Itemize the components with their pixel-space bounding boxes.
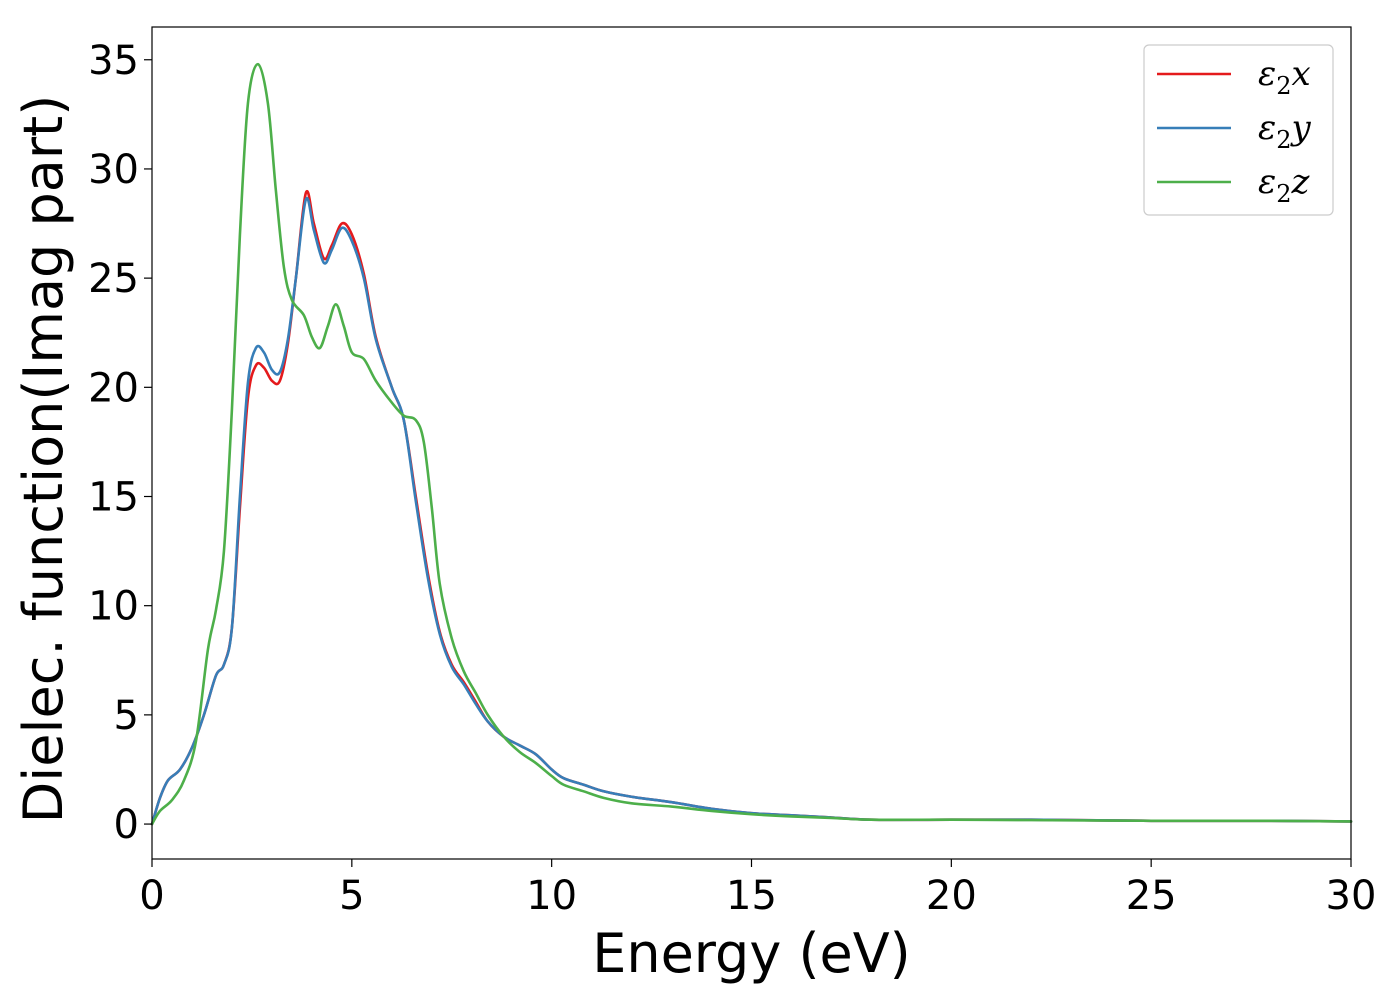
y-tick-label: 25 <box>88 256 139 302</box>
y-tick-label: 15 <box>88 475 139 521</box>
legend-label-x: ε2x <box>1258 54 1311 100</box>
y-tick-label: 20 <box>88 365 139 411</box>
x-axis-title: Energy (eV) <box>592 922 911 985</box>
y-tick-label: 0 <box>114 802 139 848</box>
y-tick-label: 5 <box>114 693 139 739</box>
series-line-x <box>150 189 1353 826</box>
series-line-z <box>150 62 1353 826</box>
y-axis-title: Dielec. function(Imag part) <box>12 95 75 824</box>
y-tick-label: 35 <box>88 38 139 84</box>
legend-label-z: ε2z <box>1258 162 1311 208</box>
x-axis-ticks: 0 5 10 15 20 25 30 <box>139 859 1376 919</box>
y-tick-label: 30 <box>88 147 139 193</box>
x-tick-label: 10 <box>526 873 577 919</box>
x-tick-label: 15 <box>726 873 777 919</box>
x-tick-label: 25 <box>1126 873 1177 919</box>
x-tick-label: 20 <box>926 873 977 919</box>
series-layer <box>150 62 1353 826</box>
y-tick-label: 10 <box>88 584 139 630</box>
legend-label-y: ε2y <box>1258 108 1312 154</box>
x-tick-label: 5 <box>339 873 364 919</box>
legend: ε2x ε2y ε2z <box>1143 44 1334 216</box>
y-axis-ticks: 0 5 10 15 20 25 30 35 <box>88 38 152 848</box>
legend-box <box>1143 44 1334 216</box>
series-line-y <box>150 196 1353 826</box>
x-tick-label: 0 <box>139 873 164 919</box>
x-tick-label: 30 <box>1326 873 1377 919</box>
